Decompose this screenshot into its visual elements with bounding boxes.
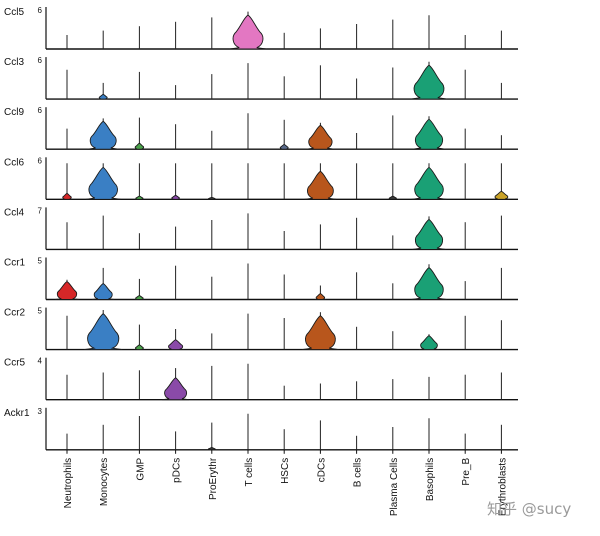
violin-plasma-cells bbox=[388, 195, 398, 200]
violin-monocytes bbox=[84, 313, 123, 351]
panel-ccl6: Ccl6 6 bbox=[4, 156, 518, 201]
y-max-label: 6 bbox=[38, 156, 43, 165]
violin-monocytes bbox=[85, 166, 121, 200]
category-label: Plasma Cells bbox=[389, 458, 400, 516]
panel-ccr5: Ccr5 4 bbox=[4, 357, 518, 401]
violin-gmp bbox=[134, 295, 145, 300]
gene-label: Ccl4 bbox=[4, 207, 24, 218]
panel-ccr1: Ccr1 5 bbox=[4, 257, 518, 301]
gene-label: Ccr1 bbox=[4, 258, 26, 269]
gene-label: Ccl9 bbox=[4, 107, 24, 118]
violin-cdcs bbox=[304, 170, 337, 200]
category-label: pDCs bbox=[172, 458, 183, 483]
category-label: Erythroblasts bbox=[497, 458, 508, 516]
category-label: Neutrophils bbox=[63, 458, 74, 509]
violin-pdcs bbox=[170, 194, 181, 200]
category-label: ProErythr bbox=[208, 457, 219, 500]
violin-basophils bbox=[418, 335, 440, 351]
panel-ccl5: Ccl5 6 bbox=[4, 6, 518, 50]
category-label: GMP bbox=[135, 457, 146, 480]
violin-pdcs bbox=[162, 377, 190, 401]
category-label: cDCs bbox=[316, 458, 327, 482]
y-max-label: 6 bbox=[38, 6, 43, 15]
panel-ccl4: Ccl4 7 bbox=[4, 206, 518, 251]
y-max-label: 5 bbox=[38, 307, 43, 316]
violin-gmp bbox=[135, 195, 144, 200]
violin-panels: Ccl5 6 Ccl3 6 Ccl9 6 Ccl6 6 Ccl4 7 Ccr1 5 Ccr2 5 Ccr5 4… bbox=[4, 6, 518, 451]
violin-proerythr bbox=[207, 196, 216, 200]
y-max-label: 3 bbox=[38, 407, 43, 416]
gene-label: Ccr2 bbox=[4, 308, 26, 319]
watermark: 知乎 @sucy bbox=[487, 500, 571, 518]
violin-monocytes bbox=[87, 120, 120, 150]
violin-monocytes bbox=[92, 282, 115, 300]
panel-ccl9: Ccl9 6 bbox=[4, 106, 518, 150]
violin-gmp bbox=[134, 142, 145, 150]
violin-monocytes bbox=[98, 93, 109, 100]
panel-ackr1: Ackr1 3 bbox=[4, 407, 518, 451]
violin-cdcs bbox=[315, 293, 326, 300]
gene-label: Ccl6 bbox=[4, 157, 24, 168]
violin-basophils bbox=[410, 64, 448, 100]
y-max-label: 5 bbox=[38, 257, 43, 266]
panel-ccl3: Ccl3 6 bbox=[4, 56, 518, 100]
violin-erythroblasts bbox=[493, 190, 510, 200]
violin-hscs bbox=[279, 143, 290, 150]
category-label: HSCs bbox=[280, 458, 291, 484]
category-label: Pre_B bbox=[461, 457, 472, 485]
category-label: T cells bbox=[244, 458, 255, 487]
violin-pdcs bbox=[166, 339, 185, 351]
violin-gmp bbox=[134, 344, 145, 351]
category-label: Basophils bbox=[425, 458, 436, 501]
x-axis-category-labels: Neutrophils Monocytes GMP pDCs ProErythr T ce… bbox=[63, 449, 508, 516]
gene-label: Ccr5 bbox=[4, 358, 26, 369]
panel-ccr2: Ccr2 5 bbox=[4, 307, 518, 351]
violin-neutrophils bbox=[55, 280, 79, 300]
y-max-label: 7 bbox=[38, 206, 43, 215]
violin-basophils bbox=[411, 166, 447, 200]
gene-label: Ackr1 bbox=[4, 408, 30, 419]
category-label: Monocytes bbox=[99, 458, 110, 506]
y-max-label: 4 bbox=[38, 357, 43, 366]
violin-cdcs bbox=[306, 124, 335, 150]
gene-label: Ccl5 bbox=[4, 7, 24, 18]
violin-cdcs bbox=[302, 315, 339, 351]
y-max-label: 6 bbox=[38, 106, 43, 115]
violin-basophils bbox=[412, 218, 446, 250]
y-max-label: 6 bbox=[38, 56, 43, 65]
gene-label: Ccl3 bbox=[4, 57, 24, 68]
violin-neutrophils bbox=[61, 192, 73, 200]
violin-basophils bbox=[412, 118, 446, 150]
violin-t-cells bbox=[229, 14, 267, 50]
category-label: B cells bbox=[353, 458, 364, 487]
violin-basophils bbox=[411, 266, 447, 300]
